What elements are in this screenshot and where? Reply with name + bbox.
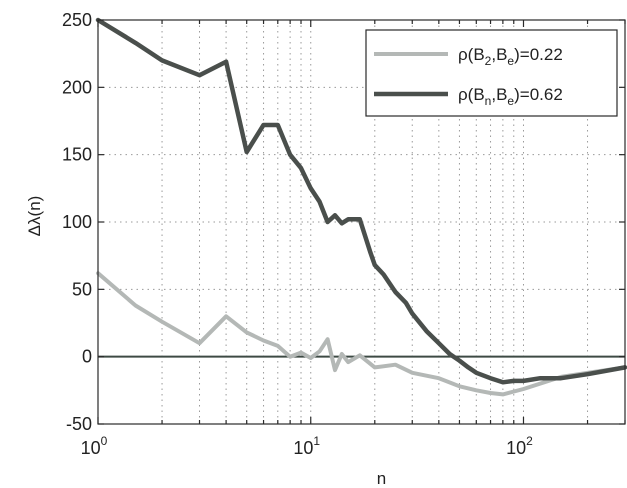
y-tick-label: 200: [62, 77, 92, 97]
legend: ρ(B2,Be)=0.22 ρ(Bn,Be)=0.62: [365, 29, 618, 117]
x-tick-label: 100: [81, 434, 108, 458]
x-tick-label: 102: [506, 434, 533, 458]
series-line-1: [96, 271, 627, 397]
legend-label-1: ρ(B2,Be)=0.22: [458, 45, 563, 68]
y-tick-label: -50: [66, 414, 92, 434]
legend-label-2: ρ(Bn,Be)=0.62: [458, 85, 563, 108]
y-tick-label: 100: [62, 212, 92, 232]
x-tick-label: 101: [293, 434, 320, 458]
y-tick-label: 0: [82, 347, 92, 367]
series-line-2: [95, 17, 627, 385]
y-tick-label: 150: [62, 145, 92, 165]
y-axis-label: Δλ(n): [25, 196, 44, 237]
axis-ticks: [97, 19, 626, 425]
y-tick-label: 50: [72, 279, 92, 299]
x-axis-label: n: [377, 469, 386, 488]
series-lines: [95, 17, 627, 397]
axis-labels: -50 0 50 100 150 200 250 100 101 102 n Δλ(n): [25, 10, 533, 488]
legend-box: [365, 29, 618, 117]
y-tick-label: 250: [62, 10, 92, 30]
